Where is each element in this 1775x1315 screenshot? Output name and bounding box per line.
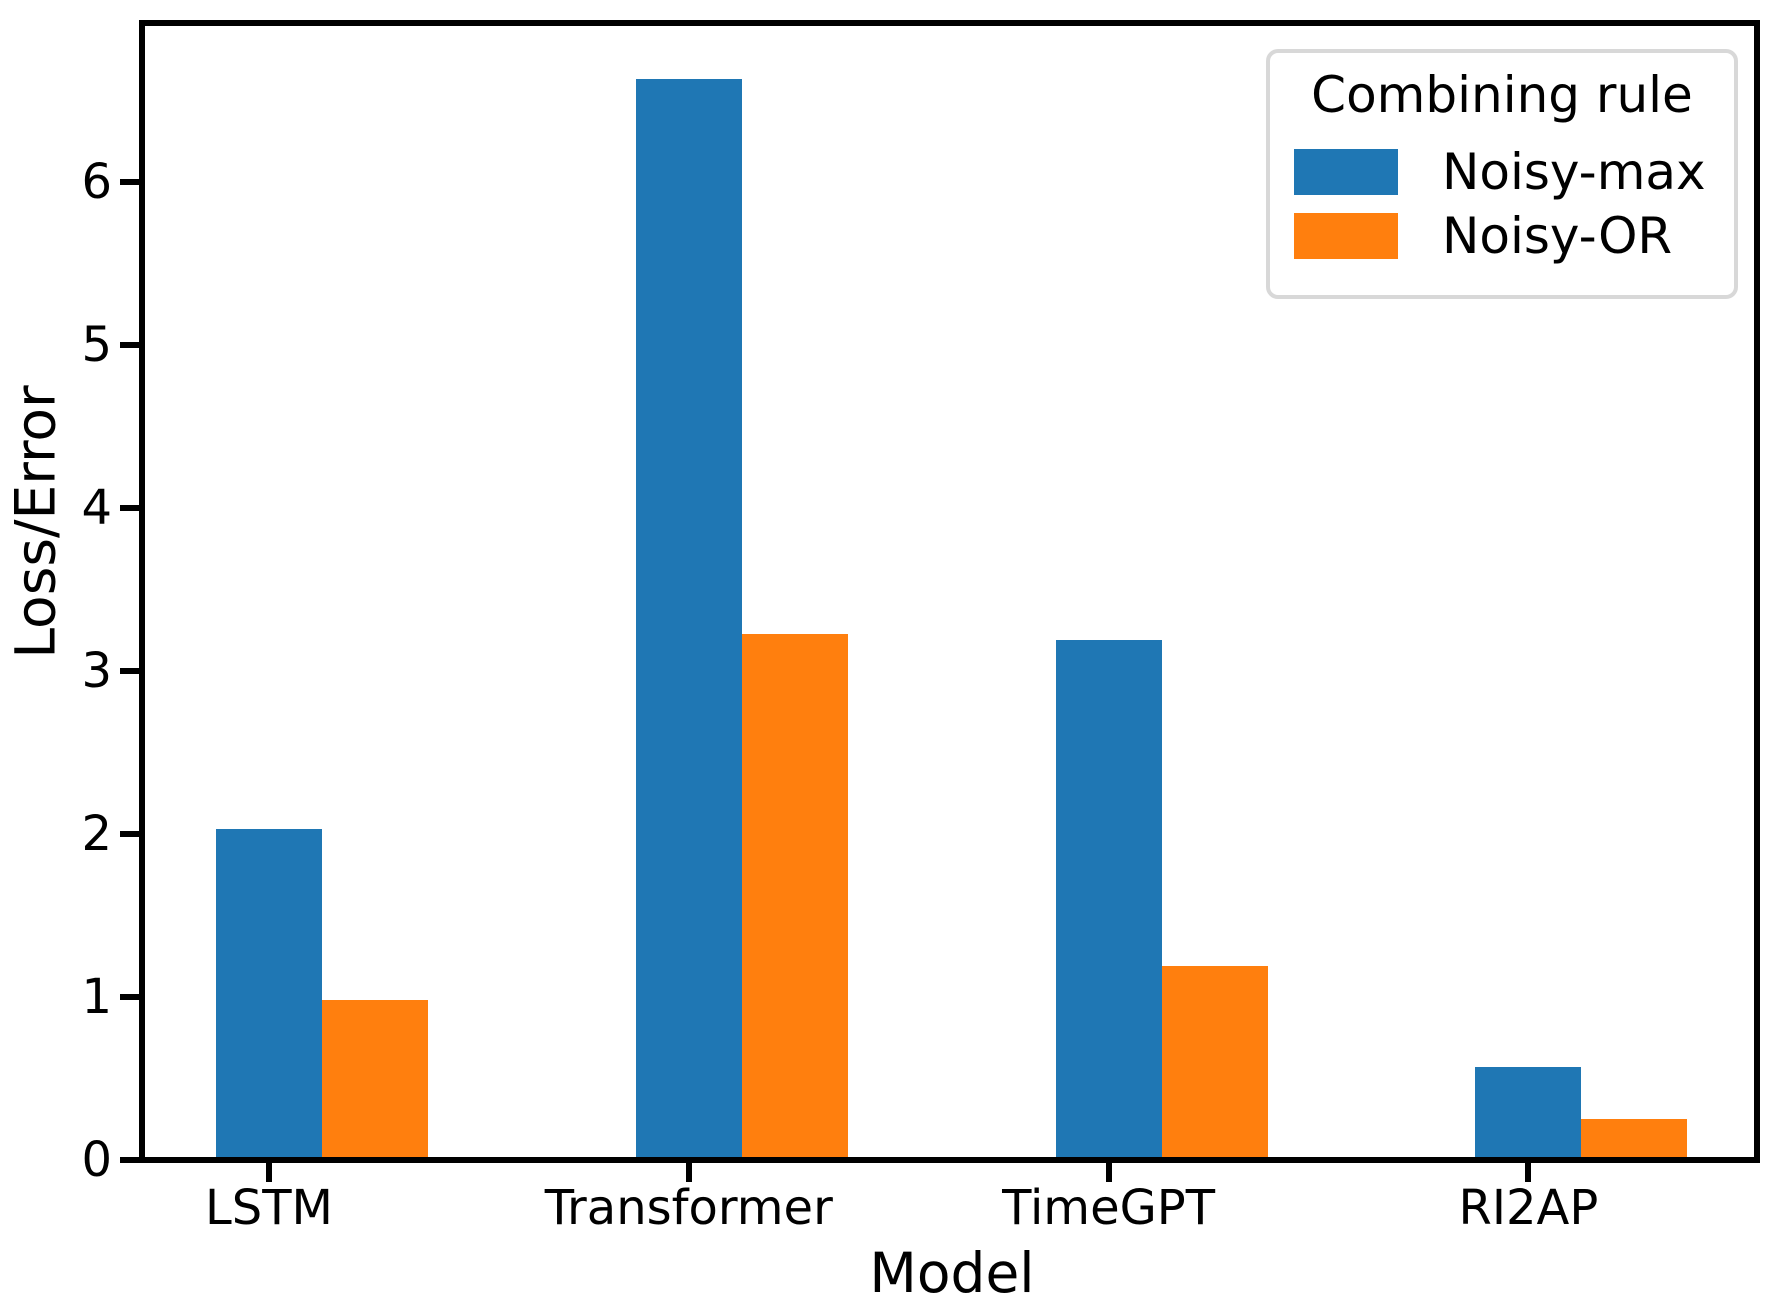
x-tick-label-timegpt: TimeGPT <box>1002 1180 1216 1236</box>
legend-entry-noisy-max: Noisy-max <box>1294 143 1710 201</box>
legend-title: Combining rule <box>1311 66 1693 124</box>
x-tick-mark-lstm <box>266 1163 272 1182</box>
x-tick-label-lstm: LSTM <box>205 1180 333 1236</box>
legend-label-noisy-max: Noisy-max <box>1442 142 1706 201</box>
legend-label-noisy-or: Noisy-OR <box>1442 206 1673 265</box>
y-tick-mark-4 <box>120 505 139 511</box>
bar-noisy-or-transformer <box>741 634 848 1160</box>
x-tick-mark-transformer <box>685 1163 692 1182</box>
bar-noisy-max-lstm <box>216 829 322 1160</box>
y-tick-mark-0 <box>120 1157 139 1163</box>
y-tick-label-3: 3 <box>81 643 112 699</box>
legend-entry-noisy-or: Noisy-OR <box>1294 207 1710 265</box>
legend-swatch-noisy-or <box>1294 212 1398 259</box>
bar-noisy-or-ri2ap <box>1581 1119 1688 1160</box>
bar-noisy-or-lstm <box>322 1000 428 1160</box>
y-tick-mark-3 <box>120 668 139 674</box>
y-tick-mark-1 <box>120 994 139 1000</box>
y-tick-label-5: 5 <box>81 317 112 373</box>
bar-noisy-max-ri2ap <box>1475 1067 1582 1160</box>
x-axis-label: Model <box>869 1241 1035 1305</box>
y-tick-label-0: 0 <box>81 1132 112 1188</box>
y-tick-label-1: 1 <box>81 969 112 1025</box>
y-tick-mark-5 <box>120 342 139 348</box>
legend: Combining rule Noisy-max Noisy-OR <box>1266 49 1738 299</box>
x-tick-mark-timegpt <box>1105 1163 1112 1182</box>
legend-swatch-noisy-max <box>1294 148 1398 195</box>
bar-noisy-max-transformer <box>635 79 742 1160</box>
x-tick-mark-ri2ap <box>1525 1163 1532 1182</box>
y-tick-mark-2 <box>120 831 139 837</box>
x-tick-label-ri2ap: RI2AP <box>1458 1180 1599 1236</box>
bar-noisy-or-timegpt <box>1161 966 1268 1160</box>
x-tick-label-transformer: Transformer <box>544 1180 833 1236</box>
y-tick-label-6: 6 <box>81 154 112 210</box>
bar-noisy-max-timegpt <box>1055 640 1162 1160</box>
y-tick-mark-6 <box>120 179 139 185</box>
y-tick-label-4: 4 <box>81 480 112 536</box>
y-tick-label-2: 2 <box>81 806 112 862</box>
